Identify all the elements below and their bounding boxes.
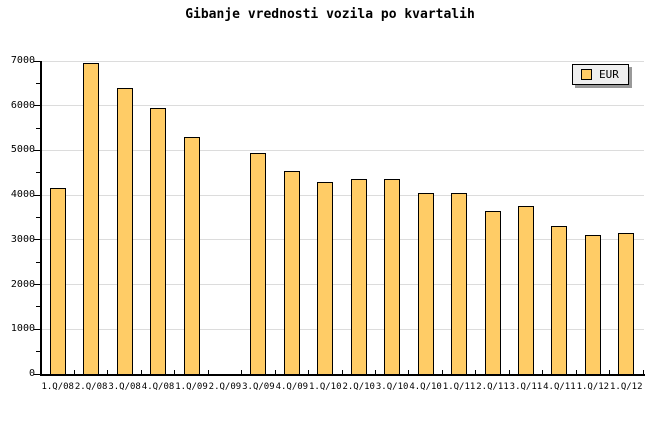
x-axis-tick — [274, 370, 276, 374]
gridline — [41, 284, 644, 286]
x-axis-tick — [107, 370, 109, 374]
x-axis-label: 1.Q/10 — [309, 382, 342, 392]
x-axis-label: 2.Q/11 — [476, 382, 509, 392]
y-axis-tick — [34, 105, 40, 107]
gridline — [41, 60, 644, 62]
x-axis-label: 4.Q/11 — [543, 382, 576, 392]
bar-2.Q/08 — [83, 63, 100, 374]
bar-1.Q/09 — [183, 137, 200, 374]
y-axis-minor-tick — [36, 127, 40, 129]
y-axis-label: 0 — [28, 368, 35, 379]
legend-swatch-icon — [581, 69, 592, 80]
bar-3.Q/11 — [517, 206, 534, 374]
y-axis-minor-tick — [36, 82, 40, 84]
bar-3.Q/09 — [250, 152, 267, 374]
x-axis-label: 3.Q/08 — [108, 382, 141, 392]
x-axis-label: 3.Q/11 — [509, 382, 543, 392]
x-axis-tick — [341, 370, 343, 374]
y-axis-line — [40, 61, 42, 376]
x-axis-tick — [475, 370, 477, 374]
x-axis-tick — [609, 370, 611, 374]
bar-1.Q/12 — [584, 235, 601, 374]
gridline — [41, 194, 644, 196]
x-axis-tick — [40, 370, 42, 374]
x-axis-tick — [374, 370, 376, 374]
y-axis-minor-tick — [36, 172, 40, 174]
x-axis-label: 1.Q/12 — [576, 382, 610, 392]
bar-1.Q/08 — [49, 188, 66, 374]
gridline — [41, 149, 644, 151]
bar-2.Q/10 — [350, 179, 367, 374]
x-axis-tick — [575, 370, 577, 374]
x-axis-label: 1.Q/09 — [175, 382, 208, 392]
legend: EUR — [572, 64, 629, 85]
x-axis-label: 2.Q/10 — [342, 382, 375, 392]
y-axis-tick — [34, 149, 40, 151]
y-axis-label: 3000 — [10, 233, 35, 245]
y-axis-label: 7000 — [10, 55, 35, 66]
x-axis-tick — [207, 370, 209, 374]
y-axis-tick — [34, 194, 40, 196]
y-axis-minor-tick — [36, 306, 40, 308]
x-axis-line — [40, 374, 645, 376]
x-axis-label: 1.Q/08 — [41, 382, 74, 392]
x-axis-label: 4.Q/10 — [409, 382, 442, 392]
bar-4.Q/08 — [150, 107, 167, 374]
y-axis-tick — [34, 239, 40, 241]
bar-4.Q/09 — [283, 170, 300, 374]
x-axis-tick — [408, 370, 410, 374]
x-axis-label: 2.Q/09 — [208, 382, 242, 392]
bar-3.Q/10 — [384, 179, 401, 374]
x-axis-tick — [441, 370, 443, 374]
x-axis-tick — [542, 370, 544, 374]
y-axis-minor-tick — [36, 351, 40, 353]
x-axis-label: 2.Q/08 — [74, 382, 108, 392]
gridline — [41, 239, 644, 241]
y-axis-label: 5000 — [10, 144, 35, 156]
x-axis-tick — [140, 370, 142, 374]
bar-1.Q/12 — [618, 233, 635, 374]
y-axis-tick — [34, 60, 40, 62]
x-axis-label: 1.Q/12 — [610, 382, 643, 392]
x-axis-tick — [642, 370, 644, 374]
bar-3.Q/08 — [116, 87, 133, 374]
bar-2.Q/11 — [484, 210, 501, 374]
legend-label: EUR — [599, 68, 619, 81]
y-axis-label: 1000 — [10, 323, 35, 335]
x-axis-tick — [308, 370, 310, 374]
chart-title: Gibanje vrednosti vozila po kvartalih — [185, 7, 475, 22]
y-axis-tick — [34, 328, 40, 330]
y-axis-label: 4000 — [10, 189, 35, 201]
bar-4.Q/11 — [551, 226, 568, 374]
bar-1.Q/10 — [317, 181, 334, 374]
y-axis-label: 6000 — [10, 99, 35, 111]
gridline — [41, 328, 644, 330]
y-axis-tick — [34, 284, 40, 286]
x-axis-label: 4.Q/08 — [141, 382, 175, 392]
x-axis-tick — [73, 370, 75, 374]
y-axis-minor-tick — [36, 217, 40, 218]
x-axis-label: 3.Q/09 — [242, 382, 275, 392]
x-axis-label: 3.Q/10 — [375, 382, 409, 392]
bar-1.Q/11 — [451, 192, 468, 374]
x-axis-tick — [174, 370, 176, 374]
gridline — [41, 105, 644, 107]
y-axis-label: 2000 — [10, 278, 35, 290]
y-axis-minor-tick — [36, 261, 40, 263]
x-axis-tick — [241, 370, 243, 374]
x-axis-tick — [508, 370, 510, 374]
bar-4.Q/10 — [417, 192, 434, 374]
x-axis-label: 1.Q/11 — [442, 382, 476, 392]
y-axis-tick — [34, 373, 40, 375]
x-axis-label: 4.Q/09 — [275, 382, 309, 392]
